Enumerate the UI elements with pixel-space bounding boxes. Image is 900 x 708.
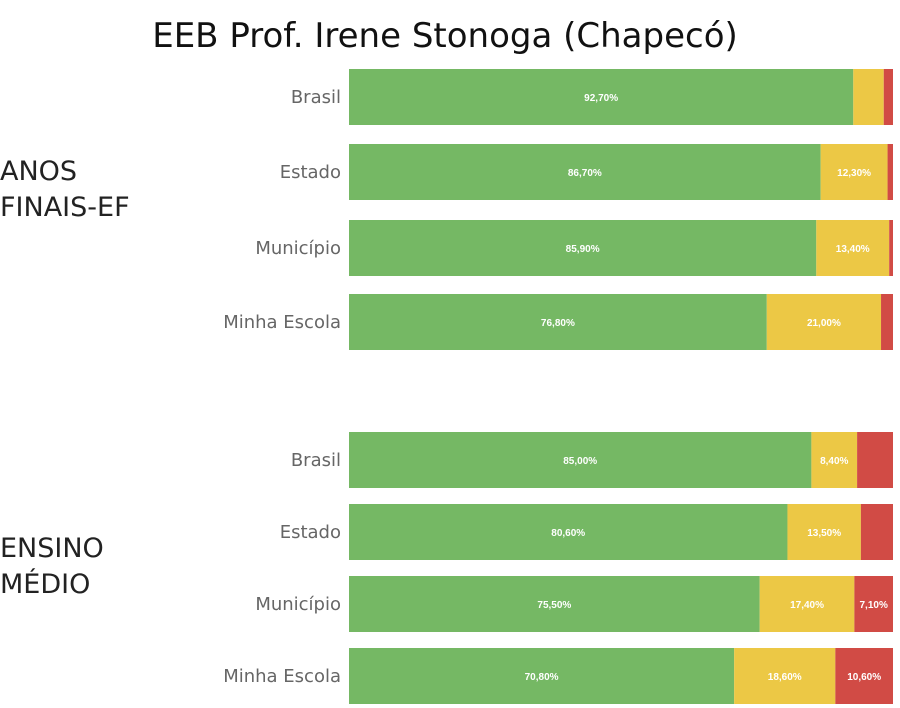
- bar-value-label: 12,30%: [837, 168, 871, 179]
- bar-segment-green: [349, 432, 812, 488]
- bar-value-label: 13,50%: [807, 528, 841, 539]
- bar-segment-green: [349, 144, 821, 200]
- bar-segment-green: [349, 648, 735, 704]
- bar-segment-yellow: [811, 432, 858, 488]
- bar-value-label: 7,10%: [860, 600, 888, 611]
- chart-title: EEB Prof. Irene Stonoga (Chapecó): [152, 16, 738, 56]
- bar-segment-green: [349, 69, 854, 125]
- bar-value-label: 13,40%: [836, 244, 870, 255]
- group-label-line: MÉDIO: [0, 569, 91, 600]
- bar-segment-red: [857, 432, 893, 488]
- bar-segment-yellow: [816, 220, 890, 276]
- group-label-line: ENSINO: [0, 533, 104, 564]
- bar-segment-yellow: [759, 576, 855, 632]
- category-label: Minha Escola: [223, 312, 341, 333]
- bar-segment-red: [883, 69, 893, 125]
- bar-segment-red: [881, 294, 893, 350]
- category-label: Minha Escola: [223, 666, 341, 687]
- bar-value-label: 75,50%: [537, 600, 571, 611]
- category-label: Município: [255, 594, 341, 615]
- bar-segment-red: [889, 220, 893, 276]
- bar-value-label: 80,60%: [551, 528, 585, 539]
- bar-segment-green: [349, 294, 767, 350]
- bar-segment-yellow: [787, 504, 861, 560]
- bar-segment-green: [349, 504, 788, 560]
- bar-segment-red: [860, 504, 893, 560]
- category-label: Brasil: [291, 87, 341, 108]
- group-label-line: FINAIS-EF: [0, 192, 130, 223]
- bar-segment-yellow: [820, 144, 888, 200]
- category-label: Brasil: [291, 450, 341, 471]
- bar-segment-green: [349, 220, 817, 276]
- bar-value-label: 70,80%: [525, 672, 559, 683]
- bar-segment-yellow: [766, 294, 882, 350]
- bar-value-label: 21,00%: [807, 318, 841, 329]
- bar-value-label: 76,80%: [541, 318, 575, 329]
- bar-segment-yellow: [853, 69, 884, 125]
- bar-segment-green: [349, 576, 760, 632]
- category-label: Estado: [280, 522, 341, 543]
- bar-value-label: 10,60%: [847, 672, 881, 683]
- bar-value-label: 85,00%: [563, 456, 597, 467]
- group-label-anos-finais: ANOS FINAIS-EF: [0, 154, 130, 226]
- bar-value-label: 17,40%: [790, 600, 824, 611]
- bar-value-label: 86,70%: [568, 168, 602, 179]
- bar-segment-red: [887, 144, 893, 200]
- bar-value-label: 18,60%: [768, 672, 802, 683]
- group-label-line: ANOS: [0, 156, 78, 187]
- category-label: Município: [255, 238, 341, 259]
- bar-segment-red: [835, 648, 893, 704]
- bar-segment-yellow: [734, 648, 836, 704]
- bar-value-label: 92,70%: [584, 93, 618, 104]
- bar-value-label: 8,40%: [820, 456, 848, 467]
- category-label: Estado: [280, 162, 341, 183]
- group-label-ensino-medio: ENSINO MÉDIO: [0, 531, 104, 603]
- bar-value-label: 85,90%: [566, 244, 600, 255]
- bar-segment-red: [854, 576, 893, 632]
